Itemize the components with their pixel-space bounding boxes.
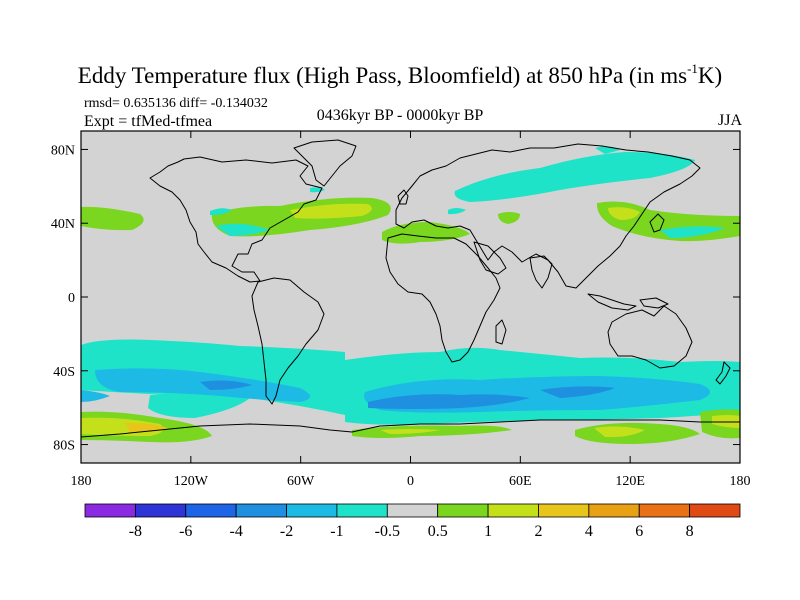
sh-indian-core	[540, 386, 615, 398]
season-label: JJA	[717, 112, 742, 129]
sh-pacific-core	[200, 380, 252, 390]
axis-labels: 80N 40N 0 40S 80S 180 120W 60W 0 60E 120E 180	[51, 143, 751, 489]
india-coast	[529, 255, 553, 289]
colorbar-label: -2	[280, 523, 293, 540]
lat-label: 40S	[53, 365, 75, 380]
lon-label: 180	[71, 474, 92, 489]
colorbar-swatch	[336, 503, 388, 518]
colorbar-swatch	[235, 503, 287, 518]
new-zealand-coast	[715, 361, 731, 385]
africa-coast	[385, 233, 501, 363]
sh-antarctic-core-east	[594, 426, 645, 438]
lon-label: 60W	[287, 474, 315, 489]
lat-label: 0	[68, 291, 75, 306]
colorbar-swatch	[487, 503, 539, 518]
colorbar-swatch	[638, 503, 691, 518]
lat-label: 80S	[53, 439, 75, 454]
colorbar-label: 2	[534, 523, 542, 540]
sh-antarctic-core-mid	[380, 429, 440, 434]
colorbar-label: -6	[179, 523, 192, 540]
stats-label: rmsd= 0.635136 diff= -0.134032	[84, 96, 268, 111]
nh-atlantic-south-edge	[216, 223, 270, 236]
colorbar-label: 0.5	[428, 523, 448, 540]
lat-label: 80N	[51, 143, 75, 158]
colorbar-swatch	[588, 503, 640, 518]
lon-label: 120E	[615, 474, 645, 489]
axis-ticks	[80, 131, 741, 463]
nh-pacific-west-band	[81, 206, 144, 231]
colorbar-labels: -8 -6 -4 -2 -1 -0.5 0.5 1 2 4 6 8	[129, 523, 694, 540]
sh-pacific-inner	[95, 368, 310, 402]
colorbar-swatch	[185, 503, 237, 518]
lon-label: 120W	[174, 474, 209, 489]
colorbar-swatch	[386, 503, 439, 518]
colorbar-label: 1	[484, 523, 492, 540]
colorbar-label: 8	[686, 523, 694, 540]
map-panel	[81, 131, 740, 463]
lon-label: 180	[730, 474, 751, 489]
madagascar-coast	[495, 319, 507, 345]
arabia-coast	[473, 241, 507, 275]
sh-west-patch	[81, 390, 110, 402]
nh-atlantic-core	[290, 203, 372, 219]
colorbar-swatch	[689, 503, 741, 518]
japan-coast	[649, 213, 665, 233]
lat-label: 40N	[51, 217, 75, 232]
nh-pacific-patch	[660, 226, 725, 238]
australia-coast	[607, 305, 693, 369]
lon-label: 0	[407, 474, 414, 489]
sh-atlantic-core	[368, 394, 530, 409]
sh-anomaly-bands	[81, 339, 740, 444]
experiment-label: Expt = tfMed-tfmea	[84, 113, 213, 130]
colorbar-swatch	[538, 503, 590, 518]
colorbar-label: -8	[129, 523, 142, 540]
colorbar	[84, 503, 741, 518]
map-title: Eddy Temperature flux (High Pass, Bloomf…	[77, 61, 723, 88]
nh-atlantic-west-patch	[210, 208, 232, 216]
nh-north-sea-patch	[448, 208, 466, 215]
nh-pacific-east-core	[608, 207, 640, 220]
colorbar-swatch	[437, 503, 489, 518]
colorbar-label: 6	[635, 523, 643, 540]
sh-pacific-southern	[148, 392, 250, 418]
uk-coast	[397, 189, 409, 205]
colorbar-label: -0.5	[375, 523, 400, 540]
colorbar-label: -1	[330, 523, 343, 540]
colorbar-swatch	[84, 503, 136, 518]
coastlines	[81, 139, 740, 438]
nh-arctic-band	[454, 152, 695, 202]
greenland-coast	[293, 139, 357, 187]
new-guinea-coast	[639, 297, 669, 309]
colorbar-swatch	[286, 503, 338, 518]
south-america-coast	[251, 277, 325, 405]
nh-caspian-band	[498, 212, 520, 224]
antarctica-coast	[81, 419, 740, 438]
north-america-coast	[149, 156, 323, 283]
indonesia-coast	[587, 293, 637, 311]
period-label: 0436kyr BP - 0000kyr BP	[316, 107, 484, 124]
colorbar-label: 4	[585, 523, 593, 540]
nh-anomaly-bands	[81, 146, 740, 244]
sh-antarctic-green-mid	[352, 425, 512, 438]
colorbar-label: -4	[229, 523, 242, 540]
colorbar-swatch	[134, 503, 187, 518]
eurasia-coast	[395, 143, 701, 289]
lon-label: 60E	[509, 474, 532, 489]
